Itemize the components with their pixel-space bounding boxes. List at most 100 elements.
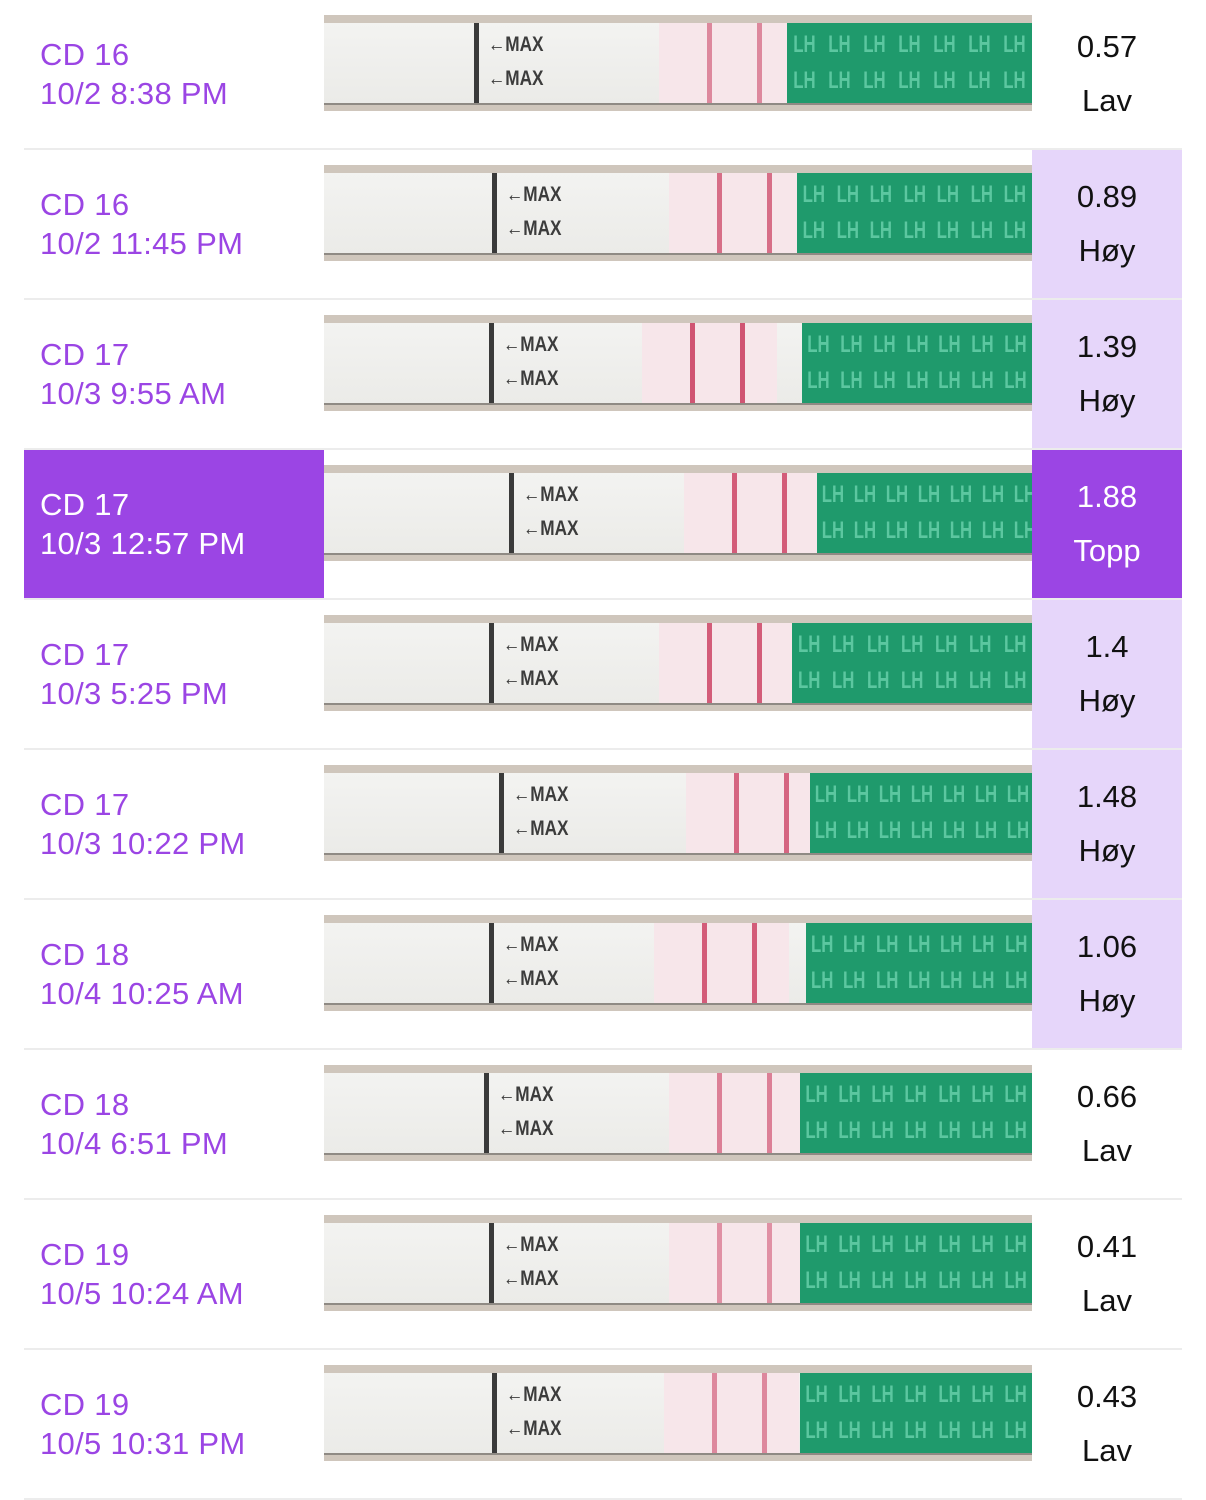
strip-lh-label: LH — [1003, 631, 1027, 659]
result-value-cell[interactable]: 1.06 Høy — [1032, 900, 1182, 1048]
strip-max-marker — [489, 323, 494, 403]
strip-lh-label: LH — [843, 966, 866, 994]
strip-lh-label: LH — [949, 481, 973, 509]
result-row[interactable]: CD 18 10/4 10:25 AM ←MAX ←MAX LH LH LH LH LH LH LH… — [0, 900, 1206, 1050]
test-strip-photo[interactable]: ←MAX ←MAX LH LH LH LH LH LH LH LH LH LH LH LH LH LH — [324, 915, 1032, 1011]
strip-lh-label: LH — [904, 1381, 928, 1409]
strip-lh-label: LH — [904, 1266, 928, 1294]
result-date-cell[interactable]: CD 17 10/3 9:55 AM — [24, 300, 324, 448]
row-divider — [24, 1048, 1182, 1050]
result-value-cell[interactable]: 0.89 Høy — [1032, 150, 1182, 298]
strip-lh-label: LH — [1013, 481, 1032, 509]
strip-lh-label: LH — [1006, 816, 1030, 844]
lh-ratio-value: 1.88 — [1076, 479, 1138, 514]
result-row[interactable]: CD 17 10/3 10:22 PM ←MAX ←MAX LH LH LH LH LH LH LH… — [0, 750, 1206, 900]
test-strip-photo[interactable]: ←MAX ←MAX LH LH LH LH LH LH LH LH LH LH LH LH LH LH — [324, 1065, 1032, 1161]
strip-lh-label: LH — [949, 516, 973, 544]
result-value-cell[interactable]: 1.4 Høy — [1032, 600, 1182, 748]
strip-lh-label: LH — [1004, 1116, 1027, 1144]
strip-lh-label: LH — [871, 1081, 895, 1109]
strip-lh-label: LH — [875, 966, 898, 994]
result-date-cell[interactable]: CD 19 10/5 10:24 AM — [24, 1200, 324, 1348]
strip-test-line — [762, 1373, 767, 1453]
strip-lh-label: LH — [836, 216, 859, 244]
result-value-cell[interactable]: 1.39 Høy — [1032, 300, 1182, 448]
strip-lh-label: LH — [814, 781, 838, 809]
strip-max-marker — [489, 623, 494, 703]
result-value-cell[interactable]: 1.48 Høy — [1032, 750, 1182, 898]
test-strip-photo[interactable]: ←MAX ←MAX LH LH LH LH LH LH LH LH LH LH LH LH LH LH — [324, 615, 1032, 711]
result-value-cell[interactable]: 0.41 Lav — [1032, 1200, 1182, 1348]
strip-lh-label: LH — [917, 481, 941, 509]
strip-lh-label: LH — [937, 1116, 961, 1144]
result-row[interactable]: CD 19 10/5 10:24 AM ←MAX ←MAX LH LH LH LH LH LH LH… — [0, 1200, 1206, 1350]
result-date-cell[interactable]: CD 18 10/4 6:51 PM — [24, 1050, 324, 1198]
result-value-cell[interactable]: 0.43 Lav — [1032, 1350, 1182, 1498]
test-datetime-label: 10/3 10:22 PM — [40, 826, 246, 861]
strip-max-label: ←MAX — [506, 217, 562, 240]
strip-lh-label: LH — [940, 931, 963, 959]
result-date-cell[interactable]: CD 18 10/4 10:25 AM — [24, 900, 324, 1048]
test-datetime-label: 10/3 12:57 PM — [40, 526, 246, 561]
result-date-cell[interactable]: CD 17 10/3 10:22 PM — [24, 750, 324, 898]
strip-lh-label: LH — [1004, 1231, 1027, 1259]
result-row[interactable]: CD 16 10/2 8:38 PM ←MAX ←MAX LH LH LH LH LH LH LH L… — [0, 0, 1206, 150]
test-strip-photo[interactable]: ←MAX ←MAX LH LH LH LH LH LH LH LH LH LH LH LH LH LH — [324, 1215, 1032, 1311]
strip-lh-label: LH — [863, 31, 886, 59]
result-date-cell[interactable]: CD 17 10/3 12:57 PM — [24, 450, 324, 598]
strip-test-line — [757, 23, 762, 103]
strip-test-line — [717, 173, 722, 253]
strip-lh-label: LH — [900, 631, 924, 659]
result-row[interactable]: CD 18 10/4 6:51 PM ←MAX ←MAX LH LH LH LH LH LH LH L… — [0, 1050, 1206, 1200]
test-datetime-label: 10/3 9:55 AM — [40, 376, 227, 411]
strip-lh-label: LH — [885, 516, 909, 544]
strip-max-marker — [499, 773, 504, 853]
row-divider — [24, 448, 1182, 450]
result-row[interactable]: CD 17 10/3 9:55 AM ←MAX ←MAX LH LH LH LH LH LH LH L… — [0, 300, 1206, 450]
strip-lh-handle: LH LH LH LH LH LH LH LH LH LH LH LH LH LH — [817, 473, 1032, 553]
strip-lh-label: LH — [933, 31, 956, 59]
strip-lh-label: LH — [905, 366, 929, 394]
result-date-cell[interactable]: CD 16 10/2 11:45 PM — [24, 150, 324, 298]
strip-lh-label: LH — [807, 366, 830, 394]
strip-test-line — [732, 473, 737, 553]
row-divider — [24, 598, 1182, 600]
strip-max-marker — [489, 1223, 494, 1303]
strip-lh-label: LH — [942, 781, 966, 809]
result-value-cell[interactable]: 1.88 Topp — [1032, 450, 1182, 598]
test-strip-photo[interactable]: ←MAX ←MAX LH LH LH LH LH LH LH LH LH LH LH LH LH LH — [324, 765, 1032, 861]
test-strip-photo[interactable]: ←MAX ←MAX LH LH LH LH LH LH LH LH LH LH LH LH LH LH — [324, 15, 1032, 111]
strip-max-label: ←MAX — [503, 933, 559, 956]
result-value-cell[interactable]: 0.57 Lav — [1032, 0, 1182, 148]
strip-lh-label: LH — [846, 781, 870, 809]
lh-level-label: Lav — [1082, 1433, 1132, 1468]
strip-lh-label: LH — [917, 516, 941, 544]
test-strip-photo[interactable]: ←MAX ←MAX LH LH LH LH LH LH LH LH LH LH LH LH LH LH — [324, 465, 1032, 561]
strip-lh-label: LH — [866, 631, 889, 659]
lh-level-label: Lav — [1082, 1283, 1132, 1318]
strip-lh-label: LH — [1003, 66, 1026, 94]
strip-test-line — [784, 773, 789, 853]
strip-result-window — [669, 1223, 804, 1303]
test-strip-photo[interactable]: ←MAX ←MAX LH LH LH LH LH LH LH LH LH LH LH LH LH LH — [324, 1365, 1032, 1461]
cycle-day-label: CD 18 — [40, 937, 130, 972]
result-value-cell[interactable]: 0.66 Lav — [1032, 1050, 1182, 1198]
result-row[interactable]: CD 17 10/3 5:25 PM ←MAX ←MAX LH LH LH LH LH LH LH L… — [0, 600, 1206, 750]
result-date-cell[interactable]: CD 17 10/3 5:25 PM — [24, 600, 324, 748]
strip-lh-label: LH — [898, 66, 921, 94]
test-strip-photo[interactable]: ←MAX ←MAX LH LH LH LH LH LH LH LH LH LH LH LH LH LH — [324, 165, 1032, 261]
result-date-cell[interactable]: CD 16 10/2 8:38 PM — [24, 0, 324, 148]
strip-max-marker — [509, 473, 514, 553]
row-divider — [24, 1348, 1182, 1350]
result-row[interactable]: CD 19 10/5 10:31 PM ←MAX ←MAX LH LH LH LH LH LH LH… — [0, 1350, 1206, 1500]
test-strip-photo[interactable]: ←MAX ←MAX LH LH LH LH LH LH LH LH LH LH LH LH LH LH — [324, 315, 1032, 411]
strip-test-line — [690, 323, 695, 403]
result-date-cell[interactable]: CD 19 10/5 10:31 PM — [24, 1350, 324, 1498]
strip-lh-label: LH — [903, 181, 926, 209]
result-row[interactable]: CD 16 10/2 11:45 PM ←MAX ←MAX LH LH LH LH LH LH LH… — [0, 150, 1206, 300]
strip-test-line — [767, 173, 772, 253]
strip-lh-label: LH — [1004, 1381, 1027, 1409]
strip-lh-label: LH — [1004, 181, 1027, 209]
strip-lh-label: LH — [885, 481, 909, 509]
